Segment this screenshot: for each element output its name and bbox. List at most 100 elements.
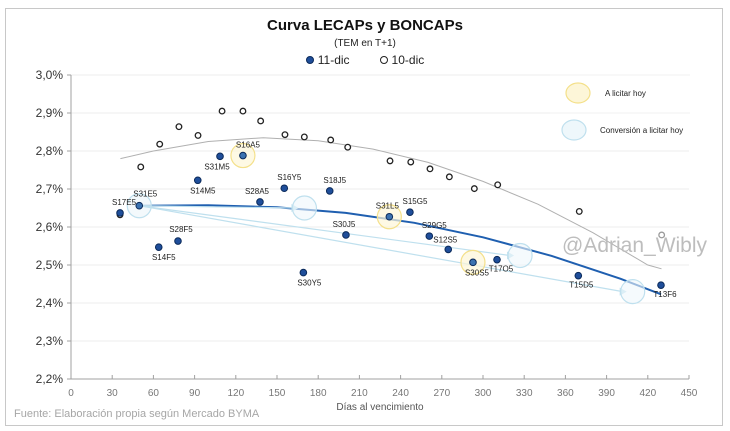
point-11-dic <box>256 198 264 206</box>
point-label: S12S5 <box>433 235 458 244</box>
point-label: S31M5 <box>204 162 230 171</box>
point-10-dic <box>137 163 145 171</box>
legend-item-10-dic: 10-dic <box>379 53 425 67</box>
point-11-dic <box>444 245 453 254</box>
point-10-dic <box>658 231 666 239</box>
point-label: S31L5 <box>376 202 400 211</box>
point-label: S16Y5 <box>277 173 302 182</box>
point-11-dic <box>154 243 163 251</box>
x-tick-label: 120 <box>227 388 244 399</box>
point-label: S28A5 <box>245 187 270 196</box>
point-10-dic <box>407 158 415 166</box>
point-10-dic <box>175 123 183 131</box>
point-11-dic <box>406 208 414 216</box>
legend-marker-hollow <box>379 56 388 64</box>
point-label: S28F5 <box>169 225 193 234</box>
point-10-dic <box>281 131 289 139</box>
point-label: S16A5 <box>236 141 261 150</box>
point-10-dic <box>426 165 434 173</box>
point-11-dic <box>193 176 202 185</box>
point-10-dic <box>344 143 352 151</box>
x-axis-label: Días al vencimiento <box>336 402 424 413</box>
y-tick-label: 2,4% <box>36 296 64 310</box>
point-label: T13F6 <box>653 290 677 299</box>
point-11-dic <box>280 184 289 193</box>
point-10-dic <box>257 117 265 125</box>
watermark: @Adrian_Wibly <box>562 234 708 257</box>
point-10-dic <box>494 181 502 189</box>
point-11-dic <box>574 271 583 280</box>
x-tick-label: 210 <box>351 388 368 399</box>
legend-conversion-label: Conversión a licitar hoy <box>600 126 683 135</box>
conversion-arrow <box>139 205 295 209</box>
point-10-dic <box>194 131 202 139</box>
x-tick-label: 180 <box>310 388 327 399</box>
x-tick-label: 240 <box>392 388 409 399</box>
point-11-dic <box>116 209 124 217</box>
y-tick-label: 2,7% <box>36 182 64 196</box>
point-label: S31E5 <box>133 190 158 199</box>
chart-title: Curva LECAPs y BONCAPs <box>267 17 463 34</box>
point-label: S30J5 <box>333 220 356 229</box>
x-tick-label: 450 <box>681 388 698 399</box>
point-10-dic <box>156 140 164 148</box>
trendline-10-dic <box>120 137 662 270</box>
point-11-dic <box>342 231 350 239</box>
point-label: T15D5 <box>569 281 594 290</box>
y-tick-label: 2,5% <box>36 258 64 272</box>
y-tick-label: 2,9% <box>36 106 64 120</box>
point-10-dic <box>218 107 226 115</box>
x-tick-label: 60 <box>148 388 160 399</box>
point-11-dic <box>385 212 394 221</box>
legend-item-11-dic: 11-dic <box>305 53 350 67</box>
point-label: S30S5 <box>465 268 490 277</box>
point-label: S17E5 <box>112 198 137 207</box>
y-tick-label: 2,6% <box>36 220 64 234</box>
conversion-target-circle <box>291 195 318 221</box>
chart-subtitle: (TEM en T+1) <box>334 38 396 49</box>
legend-marker-filled <box>305 56 314 64</box>
point-10-dic <box>470 185 478 193</box>
point-11-dic <box>174 237 182 245</box>
x-tick-label: 30 <box>107 388 119 399</box>
point-label: S15G5 <box>402 197 427 206</box>
point-10-dic <box>239 107 247 115</box>
legend-label-10-dic: 10-dic <box>391 53 425 67</box>
x-tick-label: 420 <box>639 388 656 399</box>
legend-conversion-circle <box>561 119 587 141</box>
x-tick-label: 390 <box>598 388 615 399</box>
y-tick-label: 2,3% <box>36 334 64 348</box>
point-11-dic <box>493 255 501 264</box>
x-tick-label: 300 <box>475 388 492 399</box>
point-10-dic <box>300 133 308 141</box>
point-11-dic <box>299 268 308 277</box>
x-tick-label: 90 <box>189 388 201 399</box>
legend-licitar-label: A licitar hoy <box>605 89 646 98</box>
point-11-dic <box>216 152 224 161</box>
y-tick-label: 3,0% <box>36 68 64 82</box>
chart-frame <box>5 8 723 426</box>
conversion-arrow <box>139 205 623 293</box>
point-11-dic <box>135 201 144 210</box>
conversion-target-circle <box>620 279 646 305</box>
source-note: Fuente: Elaboración propia según Mercado… <box>14 408 260 420</box>
point-10-dic <box>327 136 335 144</box>
point-10-dic <box>445 173 453 181</box>
point-label: T17O5 <box>489 265 514 274</box>
y-tick-label: 2,2% <box>36 372 64 386</box>
point-label: S29G5 <box>422 221 447 230</box>
point-11-dic <box>469 258 477 267</box>
legend-label-11-dic: 11-dic <box>317 53 350 67</box>
x-tick-label: 360 <box>557 388 574 399</box>
y-tick-label: 2,8% <box>36 144 64 158</box>
point-label: S18J5 <box>323 176 346 185</box>
x-tick-label: 270 <box>433 388 450 399</box>
point-11-dic <box>425 232 434 240</box>
point-label: S30Y5 <box>297 279 322 288</box>
point-10-dic <box>386 157 394 165</box>
legend-licitar-circle <box>565 82 591 104</box>
trendline-11-dic <box>139 204 662 296</box>
x-tick-label: 0 <box>68 388 74 399</box>
conversion-target-circle <box>507 242 533 269</box>
